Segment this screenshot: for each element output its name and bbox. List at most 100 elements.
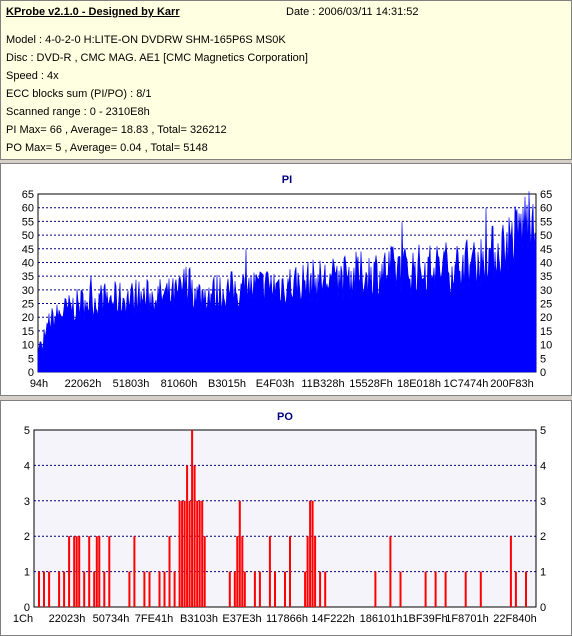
x-tick-label: 51803h xyxy=(113,378,150,390)
y-tick-label-left: 0 xyxy=(28,367,34,379)
po-bar xyxy=(158,571,161,607)
po-bar xyxy=(236,536,239,607)
po-bar xyxy=(198,500,201,607)
y-tick-label-left: 60 xyxy=(22,203,34,215)
model-line: Model : 4-0-2-0 H:LITE-ON DVDRW SHM-165P… xyxy=(6,34,286,46)
y-tick-label-left: 10 xyxy=(22,340,34,352)
po-bar xyxy=(93,571,96,607)
range-line: Scanned range : 0 - 2310E8h xyxy=(6,106,150,118)
po-bar xyxy=(163,571,166,607)
ecc-line: ECC blocks sum (PI/PO) : 8/1 xyxy=(6,88,152,100)
po-bar xyxy=(284,571,286,607)
y-tick-label-right: 3 xyxy=(540,496,546,508)
chart-title: PI xyxy=(282,174,292,186)
po-bar xyxy=(133,536,136,607)
x-tick-label: 18E018h xyxy=(397,378,441,390)
po-bar xyxy=(88,536,91,607)
x-tick-label: 186101h xyxy=(360,613,403,625)
disc-line: Disc : DVD-R , CMC MAG. AE1 [CMC Magneti… xyxy=(6,52,308,64)
po-bar xyxy=(181,500,184,607)
po-bar xyxy=(48,571,51,607)
speed-line: Speed : 4x xyxy=(6,70,59,82)
po-bar xyxy=(253,571,256,607)
x-tick-label: 117866h xyxy=(266,613,308,625)
po-bar xyxy=(233,571,236,607)
po-bar xyxy=(306,536,309,607)
y-tick-label-left: 65 xyxy=(22,189,34,201)
x-tick-label: 22023h xyxy=(49,613,86,625)
po-bar xyxy=(58,571,61,607)
po-bar xyxy=(178,500,181,607)
po-bar xyxy=(203,536,206,607)
chart-title: PO xyxy=(277,411,293,423)
po-bar xyxy=(83,571,86,607)
po-chart: PO 0 0 1 1 2 2 3 3 4 4 5 5 1Ch 22023h 50734h 7FE41h B3103… xyxy=(13,411,546,625)
y-tick-label-right: 50 xyxy=(540,230,552,242)
po-bar xyxy=(103,571,106,607)
po-bar xyxy=(238,500,241,607)
y-tick-label-right: 5 xyxy=(540,353,546,365)
po-bar xyxy=(514,571,517,607)
y-tick-label-left: 4 xyxy=(24,460,30,472)
po-bar xyxy=(68,536,71,607)
po-bar xyxy=(243,571,246,607)
y-tick-label-right: 5 xyxy=(540,425,546,437)
y-tick-label-left: 15 xyxy=(22,326,34,338)
po-bar xyxy=(75,536,78,607)
y-tick-label-left: 50 xyxy=(22,230,34,242)
app-title: KProbe v2.1.0 - Designed by Karr xyxy=(6,6,180,18)
y-tick-label-left: 20 xyxy=(22,312,34,324)
po-bar xyxy=(324,571,327,607)
po-bar xyxy=(289,536,291,607)
pi-chart-panel: PI 0 0 5 5 10 10 15 15 20 20 25 25 30 30 35 35 40 40 45 45 50… xyxy=(0,163,572,396)
y-tick-label-left: 35 xyxy=(22,271,34,283)
y-tick-label-right: 15 xyxy=(540,326,552,338)
po-bar xyxy=(193,465,196,607)
y-tick-label-right: 2 xyxy=(540,531,546,543)
po-bar xyxy=(188,500,191,607)
po-bar xyxy=(196,500,199,607)
po-bar xyxy=(78,536,81,607)
po-bar xyxy=(525,571,527,607)
po-bar xyxy=(509,536,512,607)
y-tick-label-right: 40 xyxy=(540,257,552,269)
y-tick-label-right: 20 xyxy=(540,312,552,324)
x-tick-label: 15528Fh xyxy=(349,378,392,390)
x-tick-label: 22F840h xyxy=(493,613,536,625)
x-tick-label: 11B328h xyxy=(301,378,344,390)
x-tick-label: B3015h xyxy=(208,378,246,390)
po-bar xyxy=(63,571,66,607)
x-tick-label: 1F8701h xyxy=(445,613,488,625)
x-tick-label: 7FE41h xyxy=(135,613,174,625)
po-bar xyxy=(183,500,186,607)
po-bar xyxy=(399,571,402,607)
po-bar xyxy=(143,571,146,607)
po-bar xyxy=(424,571,427,607)
po-bar xyxy=(168,536,171,607)
po-bar xyxy=(374,571,377,607)
po-bar xyxy=(314,536,317,607)
x-tick-label: 22062h xyxy=(65,378,102,390)
x-tick-label: 1Ch xyxy=(13,613,33,625)
y-tick-label-right: 55 xyxy=(540,216,552,228)
y-tick-label-left: 55 xyxy=(22,216,34,228)
po-bar xyxy=(95,536,98,607)
x-tick-label: E37E3h xyxy=(222,613,261,625)
y-tick-label-left: 25 xyxy=(22,299,34,311)
po-bar xyxy=(98,536,101,607)
x-tick-label: 94h xyxy=(30,378,48,390)
y-tick-label-left: 40 xyxy=(22,257,34,269)
y-tick-label-left: 5 xyxy=(28,353,34,365)
po-bar xyxy=(434,571,437,607)
y-tick-label-left: 1 xyxy=(24,567,30,579)
y-tick-label-right: 10 xyxy=(540,340,552,352)
x-tick-label: 14F222h xyxy=(311,613,354,625)
po-bar xyxy=(38,571,40,607)
po-bar xyxy=(73,536,76,607)
y-tick-label-right: 65 xyxy=(540,189,552,201)
po-bar xyxy=(228,571,231,607)
scan-date: Date : 2006/03/11 14:31:52 xyxy=(286,6,419,18)
y-tick-label-left: 30 xyxy=(22,285,34,297)
y-tick-label-right: 0 xyxy=(540,367,546,379)
